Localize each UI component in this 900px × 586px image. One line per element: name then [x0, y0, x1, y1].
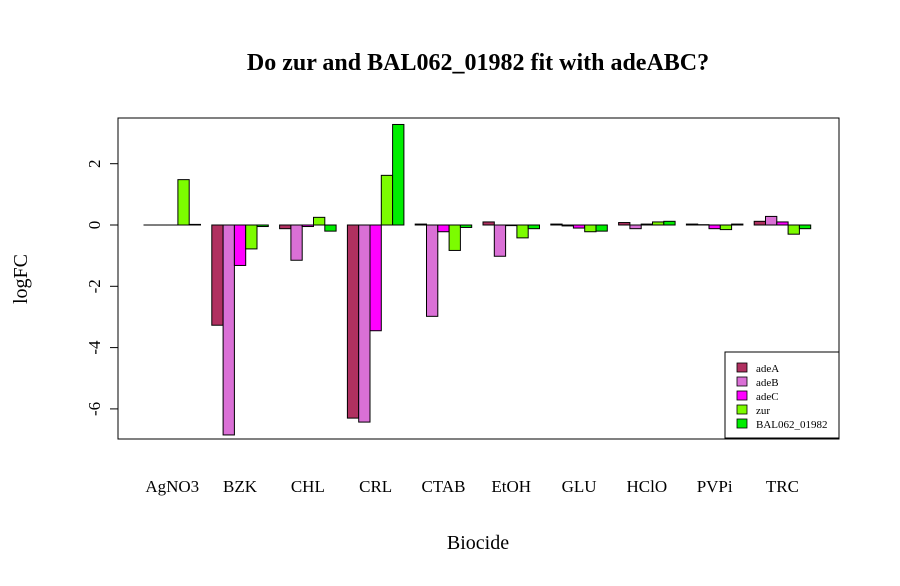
bar-bal062-01982-chl [324, 224, 337, 232]
bar-adec-crl [369, 224, 382, 332]
bar-zur-trc [787, 224, 800, 235]
bar-bal062-01982-glu [595, 224, 608, 232]
legend-label-adea: adeA [756, 363, 779, 375]
bar-adea-chl [279, 224, 292, 230]
x-tick-label: AgNO3 [145, 477, 199, 496]
x-axis: AgNO3 BZK CHL CRL CTAB EtOH GLU HClO PVPi TRC [145, 477, 799, 496]
y-axis: 2 0 -2 -4 -6 [85, 159, 119, 416]
chart-title: Do zur and BAL062_01982 fit with adeABC? [247, 50, 709, 76]
x-axis-label: Biocide [447, 532, 509, 554]
bar-bal062-01982-hclo [663, 220, 676, 226]
x-tick-label: PVPi [697, 477, 733, 496]
bar-zur-agno3 [177, 179, 190, 226]
bars [143, 123, 812, 436]
y-tick-label: -2 [85, 279, 104, 293]
bar-zur-bzk [245, 224, 258, 250]
bar-adec-ctab [437, 224, 450, 233]
bar-adea-bzk [211, 224, 224, 326]
bar-bal062-01982-trc [798, 224, 812, 230]
bar-bal062-01982-etoh [527, 224, 541, 230]
x-tick-label: CHL [291, 477, 325, 496]
legend-label-bal062-01982: BAL062_01982 [756, 419, 828, 431]
bar-adea-crl [346, 224, 360, 419]
bar-adeb-ctab [426, 224, 439, 317]
bar-adeb-hclo [629, 224, 642, 230]
legend-swatch-adea [736, 362, 748, 373]
bar-adea-trc [753, 220, 767, 226]
x-tick-label: CRL [359, 477, 392, 496]
bar-zur-etoh [516, 224, 529, 239]
legend: adeA adeB adeC zur BAL062_01982 [724, 351, 840, 439]
bar-adec-pvpi [708, 224, 721, 230]
legend-swatch-zur [736, 404, 748, 415]
bar-zur-pvpi [719, 224, 733, 231]
bar-zur-glu [584, 224, 597, 233]
y-tick-label: -6 [85, 402, 104, 416]
bar-adeb-crl [358, 224, 371, 423]
bar-adec-bzk [233, 224, 247, 266]
legend-swatch-adec [736, 390, 748, 401]
legend-label-adeb: adeB [756, 377, 779, 389]
x-tick-label: GLU [562, 477, 597, 496]
x-tick-label: TRC [766, 477, 799, 496]
x-tick-label: EtOH [491, 477, 531, 496]
x-tick-label: BZK [223, 477, 258, 496]
bar-adeb-trc [765, 215, 778, 226]
legend-swatch-adeb [736, 376, 748, 387]
bar-adeb-etoh [493, 224, 507, 257]
bar-bal062-01982-crl [392, 123, 405, 226]
bar-zur-chl [313, 216, 326, 226]
y-tick-label: 2 [85, 159, 104, 168]
legend-label-zur: zur [756, 405, 770, 417]
bar-adeb-bzk [222, 224, 235, 436]
y-tick-label: 0 [85, 221, 104, 230]
legend-label-adec: adeC [756, 391, 779, 403]
y-tick-label: -4 [85, 340, 104, 355]
y-axis-label: logFC [10, 254, 32, 304]
x-tick-label: CTAB [421, 477, 465, 496]
bar-zur-crl [380, 174, 394, 226]
x-tick-label: HClO [627, 477, 668, 496]
bar-zur-ctab [448, 224, 461, 251]
legend-swatch-bal062-01982 [736, 418, 748, 429]
bar-adeb-chl [290, 224, 303, 261]
